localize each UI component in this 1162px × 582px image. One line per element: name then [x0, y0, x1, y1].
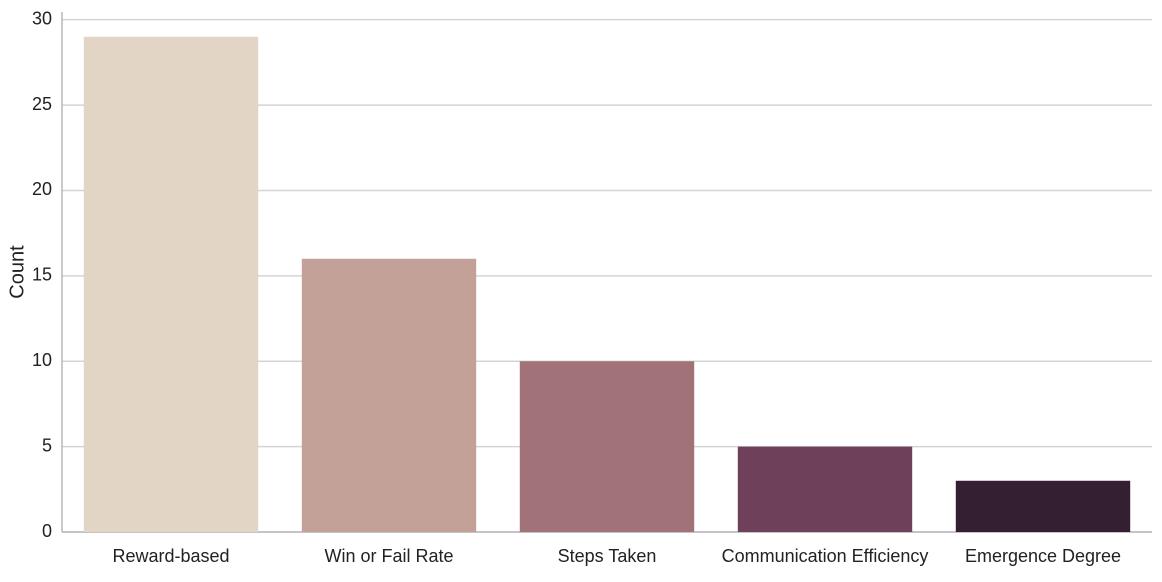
y-tick-label: 20 [32, 179, 52, 199]
y-tick-label: 0 [42, 521, 52, 541]
y-tick-label: 25 [32, 94, 52, 114]
y-tick-label: 30 [32, 8, 52, 28]
y-tick-label: 5 [42, 435, 52, 455]
bar [83, 36, 259, 533]
y-tick-label: 15 [32, 265, 52, 285]
bar [301, 258, 477, 532]
bar [955, 480, 1131, 532]
x-tick-label: Communication Efficiency [722, 546, 929, 566]
x-tick-label: Reward-based [112, 546, 229, 566]
x-tick-label: Win or Fail Rate [324, 546, 453, 566]
y-tick-label: 10 [32, 350, 52, 370]
bar [519, 361, 695, 532]
bar [737, 446, 913, 532]
x-tick-label: Steps Taken [558, 546, 657, 566]
y-axis-label: Count [6, 245, 28, 299]
x-tick-label: Emergence Degree [965, 546, 1121, 566]
